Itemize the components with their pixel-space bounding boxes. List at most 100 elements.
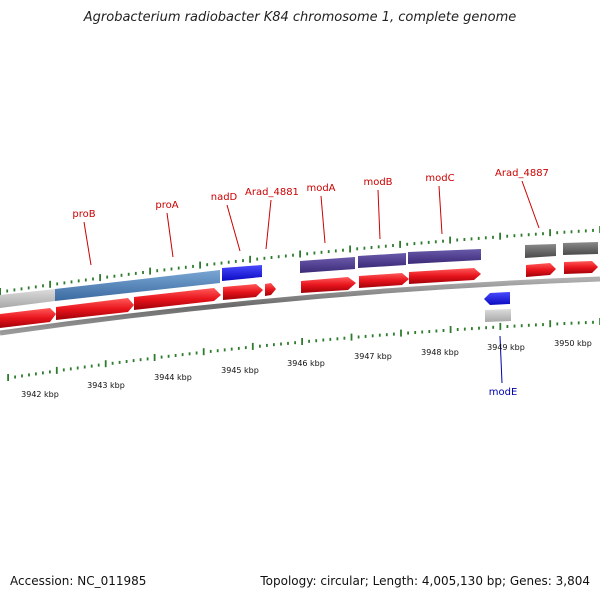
position-labels: 3942 kbp 3943 kbp 3944 kbp 3945 kbp 3946… [21,339,592,399]
genome-summary-text: Topology: circular; Length: 4,005,130 bp… [260,574,590,588]
tick-minor [513,324,516,328]
cds-row-top [0,261,598,328]
leader-nadD [226,204,241,252]
tick-minor [111,361,114,365]
tick-minor [428,330,431,333]
tick-minor [427,240,430,244]
tick-minor [62,368,65,372]
tick-minor [527,233,530,237]
tick-minor [170,267,173,271]
tick-minor [56,282,59,286]
tick-major [199,261,201,269]
tick-minor [542,232,544,236]
tick-minor [84,278,87,282]
tick-minor [270,256,273,259]
tick-minor [320,250,323,254]
position-label: 3946 kbp [287,359,325,368]
tick-minor [90,364,93,368]
tick-minor [106,275,109,279]
tick-minor [313,251,316,255]
position-label: 3947 kbp [354,352,392,361]
tick-minor [434,240,437,244]
tick-minor [343,336,346,340]
tick-minor [35,372,37,376]
gene-block-modA [300,257,355,273]
tick-minor [188,352,191,356]
position-label: 3949 kbp [487,343,525,352]
tick-minor [484,236,487,240]
gene-label-proB: proB [72,209,95,220]
tick-minor [420,241,423,245]
tick-track-bottom [7,318,600,381]
tick-minor [357,335,360,339]
tick-minor [146,357,149,361]
tick-minor [308,339,310,343]
tick-minor [556,231,559,235]
tick-minor [306,252,309,256]
tick-minor [435,329,438,333]
tick-minor [421,330,424,334]
tick-minor [520,233,523,237]
tick-minor [13,288,16,292]
tick-minor [406,242,409,246]
tick-minor [327,250,330,254]
tick-minor [584,229,587,233]
tick-minor [142,271,144,274]
accession-text: Accession: NC_011985 [10,574,147,588]
tick-major [202,348,205,356]
gene-block-next [563,242,598,255]
tick-minor [42,371,44,375]
map-title: Agrobacterium radiobacter K84 chromosome… [83,10,517,25]
tick-minor [371,334,374,338]
tick-minor [174,354,177,357]
cds-arrow-reverse-modE [484,292,510,305]
tick-minor [492,325,495,329]
tick-major [7,374,9,381]
tick-minor [556,322,559,326]
gene-row-top [0,242,598,308]
tick-minor [315,339,318,343]
gene-block-Arad_4887 [525,244,556,258]
tick-major [0,288,1,295]
tick-minor [456,328,459,331]
tick-minor [160,355,163,359]
tick-major [499,232,501,240]
tick-minor [570,230,573,234]
tick-minor [21,374,23,378]
gene-block-modE [485,309,511,322]
tick-minor [292,253,294,257]
tick-minor [506,234,509,238]
tick-minor [27,286,30,290]
position-label: 3950 kbp [554,339,592,348]
position-label: 3942 kbp [21,390,59,399]
tick-major [549,229,551,237]
tick-minor [478,326,480,330]
tick-minor [77,279,80,283]
tick-minor [378,333,381,337]
tick-minor [542,323,544,327]
tick-major [299,250,301,258]
tick-major [449,236,451,244]
cds-arrow [359,273,409,288]
tick-minor [407,331,409,335]
label-leaders-top [83,180,540,266]
tick-minor [70,280,73,284]
tick-minor [244,346,247,350]
tick-minor [280,342,282,346]
tick-major [301,338,303,345]
tick-major [149,267,151,275]
tick-minor [363,246,366,250]
tick-minor [113,274,116,278]
gene-label-modC: modC [425,173,454,184]
tick-minor [393,332,395,336]
tick-minor [471,327,473,331]
tick-minor [284,254,287,258]
tick-minor [230,347,233,351]
cds-row-bottom [484,292,511,322]
tick-minor [118,360,121,364]
tick-minor [463,327,466,331]
gene-block-modC [408,249,481,264]
gene-block-nadD [222,265,262,281]
tick-minor [287,341,289,345]
